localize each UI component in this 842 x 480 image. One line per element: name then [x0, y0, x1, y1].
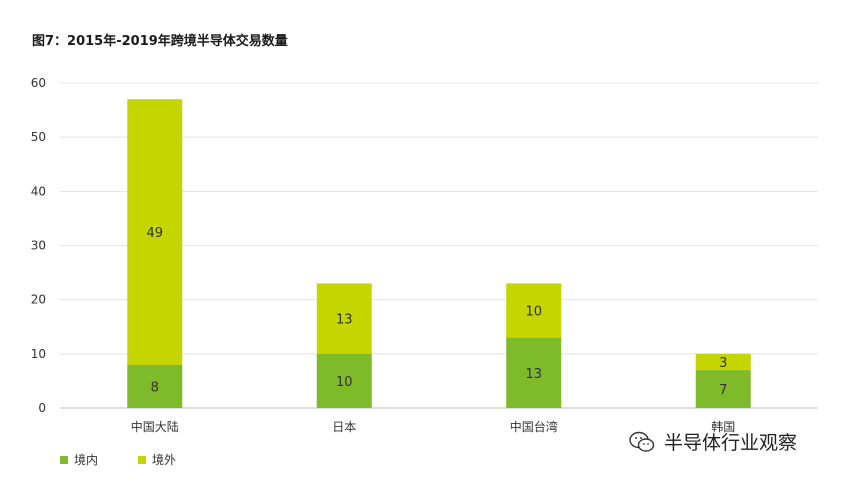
y-tick-label: 40: [31, 184, 46, 198]
watermark-text: 半导体行业观察: [664, 432, 798, 454]
chart-title: 图7：2015年-2019年跨境半导体交易数量: [32, 34, 288, 49]
legend-item-domestic: 境内: [60, 451, 98, 468]
data-label: 13: [336, 313, 353, 328]
y-tick-label: 10: [31, 347, 46, 361]
bar-foreign: [695, 353, 751, 371]
legend-item-foreign: 境外: [138, 451, 176, 468]
data-label: 10: [525, 305, 542, 320]
bar-domestic: [695, 370, 751, 408]
bar-foreign: [127, 99, 183, 365]
legend-swatch-domestic: [60, 455, 68, 464]
x-tick-label: 中国大陆: [131, 419, 179, 434]
data-label: 10: [336, 375, 353, 390]
x-tick-label: 中国台湾: [510, 419, 558, 434]
bar-domestic: [127, 364, 183, 408]
legend-label-domestic: 境内: [74, 453, 99, 467]
x-tick-label: 韩国: [711, 419, 735, 434]
x-tick-label: 日本: [332, 420, 356, 434]
y-tick-label: 0: [38, 401, 46, 415]
y-tick-label: 20: [31, 293, 46, 307]
data-label: 13: [525, 367, 542, 382]
bar-foreign: [316, 283, 372, 354]
bars: 8 49 10 13 13 10 7 3: [127, 99, 751, 408]
x-axis-labels: 中国大陆 日本 中国台湾 韩国: [131, 419, 736, 434]
data-label: 3: [719, 356, 727, 371]
wechat-icon: [629, 431, 655, 452]
y-tick-label: 30: [31, 239, 46, 253]
data-label: 8: [151, 380, 159, 395]
y-tick-label: 50: [31, 130, 46, 144]
bar-domestic: [506, 337, 562, 408]
watermark: 半导体行业观察: [628, 428, 797, 455]
y-tick-label: 60: [31, 76, 46, 90]
bar-domestic: [316, 353, 372, 408]
bar-foreign: [506, 283, 562, 338]
grid-lines: [60, 82, 818, 409]
legend-swatch-foreign: [138, 455, 147, 464]
legend: 境内 境外: [60, 451, 176, 468]
data-label: 49: [146, 226, 163, 241]
data-label: 7: [719, 383, 727, 398]
y-axis-ticks: 0 10 20 30 40 50 60: [31, 76, 46, 415]
legend-label-foreign: 境外: [152, 453, 177, 467]
